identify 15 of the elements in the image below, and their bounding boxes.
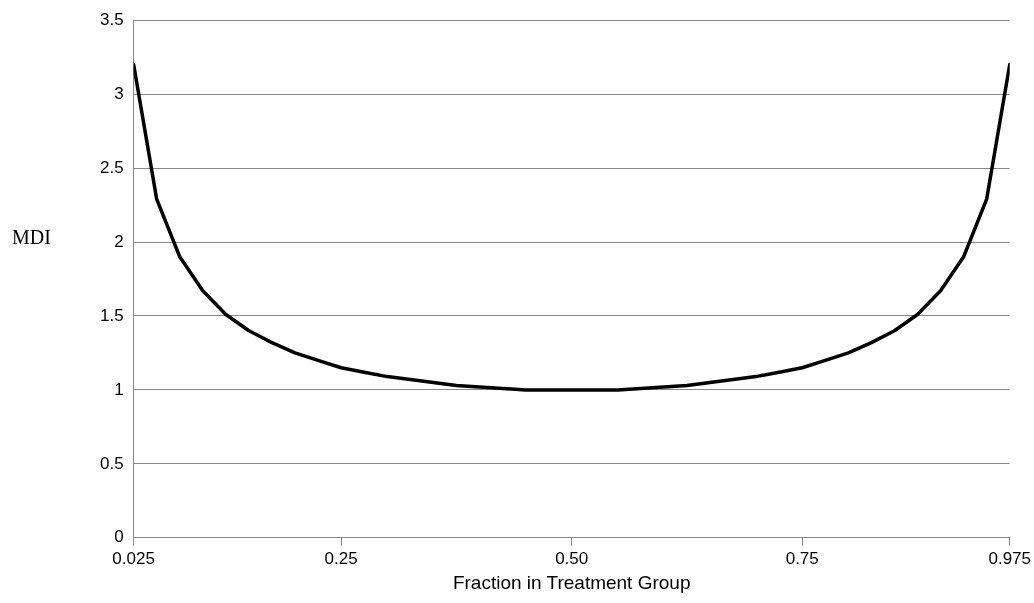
x-tick-label: 0.50 — [555, 548, 589, 568]
y-axis-title: MDI — [12, 226, 51, 249]
x-tick-label: 0.75 — [785, 548, 819, 568]
y-tick-label: 1 — [114, 379, 124, 399]
x-tick-label: 0.025 — [112, 548, 155, 568]
x-tick-label: 0.25 — [324, 548, 358, 568]
y-tick-label: 1.5 — [99, 305, 124, 325]
y-tick-label: 0.5 — [99, 453, 124, 473]
x-axis-title: Fraction in Treatment Group — [452, 571, 691, 593]
y-tick-label: 3 — [114, 83, 124, 103]
y-tick-label: 2 — [114, 231, 124, 251]
x-tick-label: 0.975 — [988, 548, 1031, 568]
y-tick-label: 3.5 — [99, 9, 124, 29]
y-tick-label: 0 — [114, 527, 124, 547]
y-tick-label: 2.5 — [99, 157, 124, 177]
